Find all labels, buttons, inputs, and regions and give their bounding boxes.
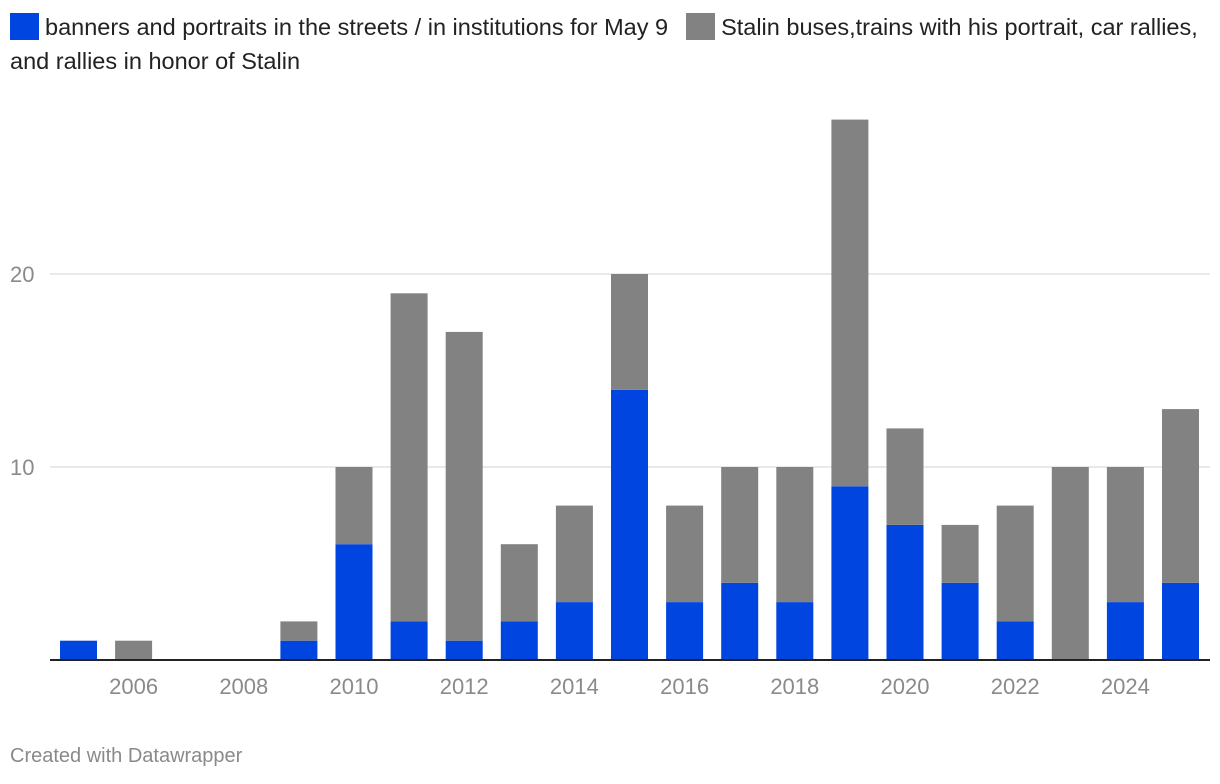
x-tick-label-2006: 2006 (109, 674, 158, 699)
x-tick-label-2012: 2012 (440, 674, 489, 699)
bar-2013-banners (500, 621, 538, 660)
bar-2011-buses (390, 293, 428, 622)
bar-2010-banners (335, 544, 373, 660)
bar-2019-banners (831, 486, 869, 660)
bars (60, 119, 1199, 660)
bar-2014-buses (555, 505, 593, 603)
x-tick-label-2024: 2024 (1101, 674, 1150, 699)
x-tick-label-2014: 2014 (550, 674, 599, 699)
bar-2005-banners (60, 640, 97, 660)
legend-label-banners: banners and portraits in the streets / i… (45, 14, 669, 40)
bar-2012-banners (445, 640, 483, 660)
bar-2022-buses (996, 505, 1034, 622)
bar-2025-buses (1162, 409, 1199, 583)
bar-2017-buses (721, 467, 759, 583)
y-tick-label-20: 20 (10, 262, 34, 287)
bar-2021-banners (941, 582, 979, 660)
bar-2009-banners (280, 640, 318, 660)
legend-swatch-blue (10, 13, 39, 40)
bar-2015-buses (611, 274, 648, 390)
footer-credit: Created with Datawrapper (10, 745, 243, 767)
y-axis-ticks: 10 20 (10, 262, 34, 480)
bar-2023-buses (1051, 467, 1089, 660)
bar-2010-buses (335, 467, 373, 545)
legend: banners and portraits in the streets / i… (10, 10, 1210, 78)
legend-label-buses: Stalin buses,trains with his portrait, c… (10, 14, 1198, 74)
y-tick-label-10: 10 (10, 455, 34, 480)
x-tick-label-2008: 2008 (219, 674, 268, 699)
bar-2022-banners (996, 621, 1034, 660)
legend-item-banners: banners and portraits in the streets / i… (10, 13, 669, 40)
x-tick-label-2010: 2010 (330, 674, 379, 699)
x-tick-label-2018: 2018 (770, 674, 819, 699)
bar-2013-buses (500, 544, 538, 622)
bar-2021-buses (941, 524, 979, 583)
bar-2006-buses (115, 640, 153, 660)
bar-2019-buses (831, 119, 869, 487)
bar-2024-buses (1106, 467, 1144, 603)
x-tick-label-2016: 2016 (660, 674, 709, 699)
legend-item-buses: Stalin buses,trains with his portrait, c… (10, 13, 1198, 74)
bar-2014-banners (555, 602, 593, 660)
bar-2015-banners (611, 389, 648, 660)
legend-swatch-gray (686, 13, 716, 40)
bar-2024-banners (1106, 602, 1144, 660)
bar-2018-buses (776, 467, 814, 603)
bar-2012-buses (445, 331, 483, 641)
bar-2025-banners (1162, 582, 1199, 660)
bar-2009-buses (280, 621, 318, 641)
x-tick-label-2022: 2022 (991, 674, 1040, 699)
bar-2011-banners (390, 621, 428, 660)
bar-2020-buses (886, 428, 924, 525)
x-tick-label-2020: 2020 (881, 674, 930, 699)
bar-2017-banners (721, 582, 759, 660)
bar-2016-buses (666, 505, 704, 603)
bar-2020-banners (886, 524, 924, 660)
x-axis-ticks: 2006 2008 2010 2012 2014 2016 2018 2020 2022 2024 (109, 674, 1150, 699)
bar-2016-banners (666, 602, 704, 660)
bar-2018-banners (776, 602, 814, 660)
